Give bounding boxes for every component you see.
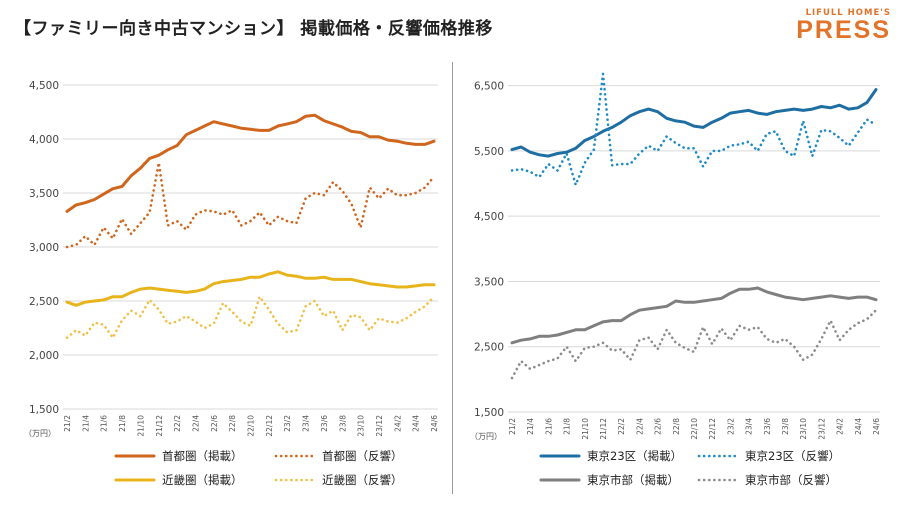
- series-line-東京市部-掲載: [510, 286, 878, 345]
- x-tick-label: 23/10: [799, 418, 808, 440]
- y-tick-label: 3,500: [29, 188, 59, 200]
- x-tick-label: 21/8: [118, 415, 127, 432]
- logo-main-text: PRESS: [796, 16, 891, 44]
- x-tick-label: 21/10: [136, 415, 145, 437]
- x-tick-label: 22/6: [654, 418, 663, 435]
- x-tick-label: 21/6: [544, 418, 553, 435]
- legend-label: 首都圏（反響）: [322, 449, 403, 463]
- x-tick-label: 23/4: [745, 418, 754, 435]
- y-tick-label: 6,500: [474, 81, 504, 93]
- x-tick-label: 23/4: [302, 415, 311, 432]
- series-line-近畿圏-掲載: [65, 270, 436, 307]
- chart-right: 1,500 2,500 3,500 4,500 5,500 6,500 （万円） 21/2 21…: [470, 72, 881, 487]
- x-tick-label: 24/4: [412, 415, 421, 432]
- series-line-首都圏-掲載: [65, 113, 436, 213]
- x-tick-label: 23/6: [320, 415, 329, 432]
- legend-label: 近畿圏（掲載）: [162, 473, 243, 487]
- y-tick-label: 3,000: [29, 242, 59, 254]
- x-tick-label: 23/12: [817, 418, 826, 440]
- series-line-近畿圏-反響: [65, 295, 436, 339]
- x-tick-label: 24/4: [854, 418, 863, 435]
- x-tick-label: 23/8: [781, 418, 790, 435]
- chart-left: 1,500 2,000 2,500 3,000 3,500 4,000 4,500 （万円） 2…: [24, 80, 439, 487]
- y-tick-label: 5,500: [474, 146, 504, 158]
- logo-top-text: LIFULL HOME'S: [805, 8, 891, 18]
- x-tick-label: 21/8: [563, 418, 572, 435]
- legend-label: 東京23区（反響）: [745, 449, 840, 463]
- x-tick-label: 22/4: [191, 415, 200, 432]
- page-title: 【ファミリー向き中古マンション】 掲載価格・反響価格推移: [14, 19, 493, 39]
- x-tick-label: 24/6: [430, 415, 439, 432]
- x-tick-label: 22/4: [635, 418, 644, 435]
- x-tick-label: 22/12: [708, 418, 717, 440]
- series-line-首都圏-反響: [65, 161, 436, 249]
- x-tick-label: 21/12: [155, 415, 164, 437]
- y-tick-label: 4,000: [29, 134, 59, 146]
- y-tick-label: 1,500: [474, 407, 504, 419]
- x-tick-label: 21/2: [508, 418, 517, 435]
- panel-divider: [452, 62, 453, 494]
- x-tick-label: 24/6: [872, 418, 881, 435]
- x-tick-label: 21/4: [81, 415, 90, 432]
- series-line-東京23区-反響: [510, 72, 878, 187]
- y-tick-label: 4,500: [474, 211, 504, 223]
- y-unit-label: （万円）: [470, 432, 502, 441]
- x-tick-label: 22/12: [265, 415, 274, 437]
- x-tick-label: 23/8: [338, 415, 347, 432]
- x-tick-label: 21/6: [100, 415, 109, 432]
- y-tick-label: 3,500: [474, 276, 504, 288]
- y-tick-label: 4,500: [29, 80, 59, 92]
- x-tick-label: 23/12: [375, 415, 384, 437]
- x-tick-label: 23/2: [726, 418, 735, 435]
- x-tick-label: 22/2: [173, 415, 182, 432]
- x-tick-label: 22/6: [210, 415, 219, 432]
- legend-label: 首都圏（掲載）: [162, 449, 243, 463]
- x-tick-label: 22/10: [690, 418, 699, 440]
- x-tick-label: 21/4: [526, 418, 535, 435]
- x-tick-label: 21/2: [63, 415, 72, 432]
- y-tick-label: 2,500: [29, 296, 59, 308]
- legend-label: 近畿圏（反響）: [322, 473, 403, 487]
- x-tick-label: 22/8: [672, 418, 681, 435]
- y-tick-label: 2,500: [474, 342, 504, 354]
- x-tick-label: 24/2: [836, 418, 845, 435]
- x-tick-label: 24/2: [393, 415, 402, 432]
- y-tick-label: 2,000: [29, 350, 59, 362]
- x-tick-label: 22/10: [247, 415, 256, 437]
- series-line-東京23区-掲載: [510, 88, 878, 158]
- x-tick-label: 23/10: [357, 415, 366, 437]
- legend-label: 東京市部（反響）: [745, 473, 837, 487]
- y-tick-label: 1,500: [29, 404, 59, 416]
- legend-label: 東京市部（掲載）: [587, 473, 679, 487]
- x-tick-label: 23/2: [283, 415, 292, 432]
- y-unit-label: （万円）: [24, 429, 56, 438]
- x-tick-label: 21/12: [599, 418, 608, 440]
- series-line-東京市部-反響: [510, 308, 878, 380]
- x-tick-label: 22/8: [228, 415, 237, 432]
- lifull-press-logo: LIFULL HOME'S PRESS: [796, 8, 891, 44]
- x-tick-label: 22/2: [617, 418, 626, 435]
- x-tick-label: 23/6: [763, 418, 772, 435]
- x-tick-label: 21/10: [581, 418, 590, 440]
- legend-label: 東京23区（掲載）: [587, 449, 682, 463]
